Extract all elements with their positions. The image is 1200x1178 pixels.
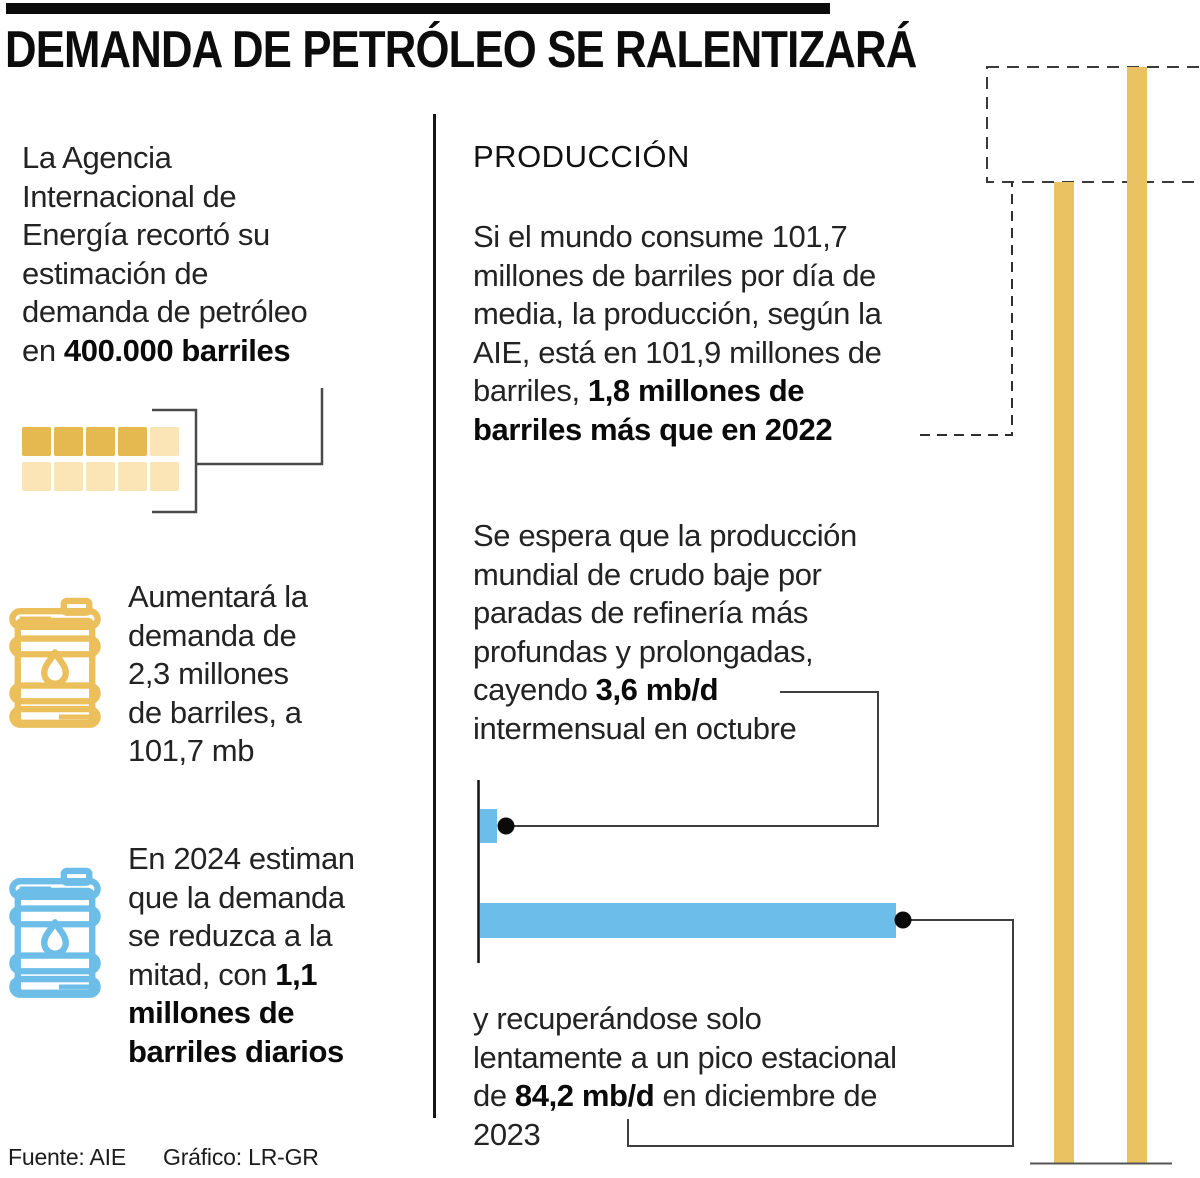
pictogram-connector-line xyxy=(196,388,324,466)
grid-square xyxy=(118,462,147,491)
page-title: DEMANDA DE PETRÓLEO SE RALENTIZARÁ xyxy=(5,21,917,79)
footer-credit: Gráfico: LR-GR xyxy=(163,1144,319,1170)
bar-december-peak xyxy=(480,903,896,938)
grid-square xyxy=(54,427,83,456)
oil-drop-icon xyxy=(41,919,69,957)
column-divider xyxy=(433,114,436,1118)
grid-square xyxy=(150,462,179,491)
production-paragraph-2: Se espera que la producción mundial de cr… xyxy=(473,518,857,746)
oil-barrel-icon-blue xyxy=(8,867,102,1010)
intro-text: La Agencia Internacional de Energía recort… xyxy=(22,140,308,368)
pictogram-bracket xyxy=(152,408,198,514)
barrel-bottom-rim xyxy=(9,705,101,728)
top-rule xyxy=(6,3,830,14)
barrel-rib xyxy=(9,682,101,705)
annual-bar-2022 xyxy=(1054,182,1074,1163)
barrel-top-rim xyxy=(9,607,101,631)
barrel-bottom-rim xyxy=(9,975,101,998)
annual-bar-2023 xyxy=(1127,67,1147,1163)
oil-barrel-icon-yellow xyxy=(8,597,102,740)
grid-square xyxy=(54,462,83,491)
grid-square xyxy=(22,462,51,491)
footer-source: Fuente: AIE xyxy=(8,1144,126,1170)
demand-2024-text: En 2024 estiman que la demanda se reduzca … xyxy=(128,841,355,1069)
marker-dot-december xyxy=(894,911,912,929)
squares-pictogram-row2 xyxy=(22,462,179,491)
oil-drop-icon xyxy=(41,649,69,687)
production-paragraph-1: Si el mundo consume 101,7 millones de bar… xyxy=(473,219,882,447)
squares-pictogram xyxy=(22,427,179,456)
grid-square xyxy=(118,427,147,456)
barrel-top-rim xyxy=(9,877,101,901)
barrel-rib xyxy=(9,952,101,975)
grid-square xyxy=(86,462,115,491)
grid-square xyxy=(22,427,51,456)
grid-square xyxy=(86,427,115,456)
grid-square xyxy=(150,427,179,456)
difference-dashed-box xyxy=(986,66,1200,183)
marker-dot-october xyxy=(497,817,515,835)
demand-increase-text: Aumentará la demanda de 2,3 millones de bar… xyxy=(128,579,308,768)
production-paragraph-3: y recuperándose solo lentamente a un pico… xyxy=(473,1001,897,1152)
bar-october-drop xyxy=(480,809,497,843)
production-header: PRODUCCIÓN xyxy=(473,139,690,174)
